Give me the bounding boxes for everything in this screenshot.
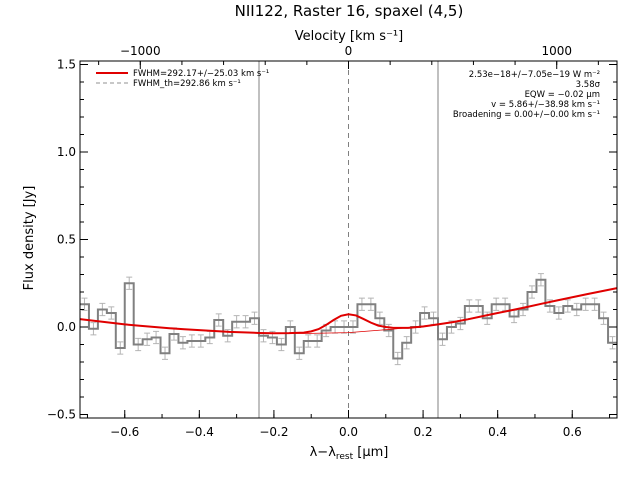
- annotation-text: v = 5.86+/−38.98 km s⁻¹: [491, 100, 600, 110]
- x-axis-label-main: λ−λ: [310, 445, 337, 460]
- annotation-text: EQW = −0.02 μm: [525, 90, 600, 100]
- annotation-text: 3.58σ: [576, 80, 601, 90]
- x-axis-label: λ−λrest [μm]: [310, 445, 389, 462]
- y-tick-label: 0.0: [57, 320, 76, 334]
- x-axis-label-sub: rest: [336, 452, 354, 462]
- top-tick-label: −1000: [120, 44, 161, 58]
- axes: −0.6 −0.4 −0.2 0.0 0.2 0.4 0.6 −0.5 0.0 0.5 1.0 1.5…: [47, 44, 618, 439]
- top-tick-label: 0: [345, 44, 353, 58]
- legend-label: FWHM=292.17+/−25.03 km s⁻¹: [133, 69, 269, 79]
- y-tick-label: 0.5: [57, 233, 76, 247]
- legend: FWHM=292.17+/−25.03 km s⁻¹FWHM_th=292.86…: [96, 69, 269, 89]
- x-tick-label: 0.4: [488, 425, 507, 439]
- x-tick-label: 0.2: [414, 425, 433, 439]
- y-tick-label: 1.5: [57, 58, 76, 72]
- x-tick-label: 0.6: [563, 425, 582, 439]
- x-tick-label: −0.4: [185, 425, 214, 439]
- top-axis-label: Velocity [km s⁻¹]: [295, 29, 403, 44]
- y-axis-label: Flux density [Jy]: [22, 186, 37, 291]
- data-step-line: [80, 278, 617, 360]
- annotation-text: Broadening = 0.00+/−0.00 km s⁻¹: [453, 110, 600, 120]
- legend-label: FWHM_th=292.86 km s⁻¹: [133, 79, 241, 89]
- fit-curve: [79, 287, 618, 335]
- chart-title: NII122, Raster 16, spaxel (4,5): [235, 2, 464, 20]
- annotation-text: 2.53e−18+/−7.05e−19 W m⁻²: [469, 70, 600, 80]
- reference-lines: [258, 61, 439, 418]
- x-tick-label: 0.0: [339, 425, 358, 439]
- y-tick-label: −0.5: [47, 408, 76, 422]
- top-tick-label: 1000: [541, 44, 572, 58]
- x-tick-label: −0.6: [110, 425, 139, 439]
- data-layer: [79, 273, 618, 366]
- x-tick-label: −0.2: [259, 425, 288, 439]
- x-axis-label-unit: [μm]: [353, 445, 388, 460]
- y-tick-label: 1.0: [57, 145, 76, 159]
